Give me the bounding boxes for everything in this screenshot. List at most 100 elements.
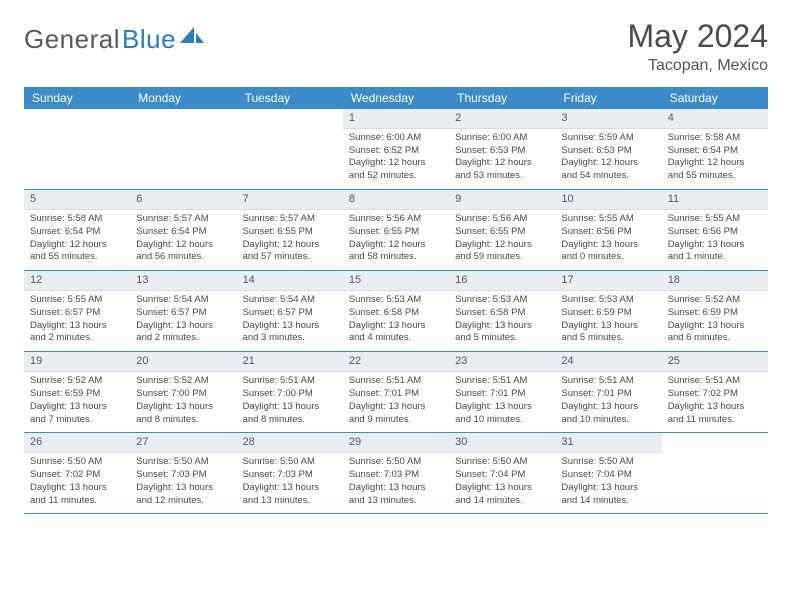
day-body: Sunrise: 5:51 AMSunset: 7:02 PMDaylight:… [662, 372, 768, 432]
sunrise-line: Sunrise: 5:55 AM [561, 213, 655, 226]
calendar-cell: 19Sunrise: 5:52 AMSunset: 6:59 PMDayligh… [24, 352, 130, 433]
daylight-line: Daylight: 13 hours and 10 minutes. [455, 401, 549, 427]
daylight-line: Daylight: 13 hours and 8 minutes. [136, 401, 230, 427]
weekday-header: Thursday [449, 87, 555, 109]
sunrise-line: Sunrise: 6:00 AM [455, 132, 549, 145]
sunset-line: Sunset: 6:54 PM [668, 145, 762, 158]
day-body: Sunrise: 5:50 AMSunset: 7:04 PMDaylight:… [449, 453, 555, 513]
daylight-line: Daylight: 12 hours and 52 minutes. [349, 157, 443, 183]
day-body: Sunrise: 5:55 AMSunset: 6:56 PMDaylight:… [555, 210, 661, 270]
sunset-line: Sunset: 6:55 PM [455, 226, 549, 239]
sunrise-line: Sunrise: 6:00 AM [349, 132, 443, 145]
day-number: 6 [130, 190, 236, 210]
sunrise-line: Sunrise: 5:55 AM [30, 294, 124, 307]
day-number: 14 [237, 271, 343, 291]
calendar-cell: 5Sunrise: 5:58 AMSunset: 6:54 PMDaylight… [24, 190, 130, 271]
day-body: Sunrise: 5:57 AMSunset: 6:54 PMDaylight:… [130, 210, 236, 270]
calendar-cell: 22Sunrise: 5:51 AMSunset: 7:01 PMDayligh… [343, 352, 449, 433]
sunset-line: Sunset: 6:54 PM [30, 226, 124, 239]
calendar-cell: 20Sunrise: 5:52 AMSunset: 7:00 PMDayligh… [130, 352, 236, 433]
sunrise-line: Sunrise: 5:51 AM [455, 375, 549, 388]
day-body: Sunrise: 5:52 AMSunset: 6:59 PMDaylight:… [24, 372, 130, 432]
sunset-line: Sunset: 7:03 PM [136, 469, 230, 482]
daylight-line: Daylight: 13 hours and 14 minutes. [561, 482, 655, 508]
calendar-cell: 30Sunrise: 5:50 AMSunset: 7:04 PMDayligh… [449, 433, 555, 514]
day-number: 19 [24, 352, 130, 372]
daylight-line: Daylight: 13 hours and 8 minutes. [243, 401, 337, 427]
sunrise-line: Sunrise: 5:50 AM [455, 456, 549, 469]
sunrise-line: Sunrise: 5:58 AM [30, 213, 124, 226]
calendar-cell: 11Sunrise: 5:55 AMSunset: 6:56 PMDayligh… [662, 190, 768, 271]
day-number: 7 [237, 190, 343, 210]
sunset-line: Sunset: 6:54 PM [136, 226, 230, 239]
sunset-line: Sunset: 7:04 PM [455, 469, 549, 482]
calendar-cell [662, 433, 768, 514]
daylight-line: Daylight: 13 hours and 0 minutes. [561, 239, 655, 265]
title-block: May 2024 Tacopan, Mexico [627, 18, 768, 75]
day-number: 22 [343, 352, 449, 372]
daylight-line: Daylight: 13 hours and 7 minutes. [30, 401, 124, 427]
day-number: 10 [555, 190, 661, 210]
weekday-header: Sunday [24, 87, 130, 109]
daylight-line: Daylight: 13 hours and 13 minutes. [243, 482, 337, 508]
daylight-line: Daylight: 12 hours and 59 minutes. [455, 239, 549, 265]
day-body: Sunrise: 5:51 AMSunset: 7:01 PMDaylight:… [555, 372, 661, 432]
day-body: Sunrise: 6:00 AMSunset: 6:53 PMDaylight:… [449, 129, 555, 189]
calendar-week-row: 19Sunrise: 5:52 AMSunset: 6:59 PMDayligh… [24, 352, 768, 433]
sunrise-line: Sunrise: 5:52 AM [30, 375, 124, 388]
calendar-cell: 6Sunrise: 5:57 AMSunset: 6:54 PMDaylight… [130, 190, 236, 271]
sunrise-line: Sunrise: 5:52 AM [136, 375, 230, 388]
day-body: Sunrise: 5:55 AMSunset: 6:57 PMDaylight:… [24, 291, 130, 351]
day-body: Sunrise: 6:00 AMSunset: 6:52 PMDaylight:… [343, 129, 449, 189]
sunset-line: Sunset: 6:55 PM [243, 226, 337, 239]
daylight-line: Daylight: 13 hours and 9 minutes. [349, 401, 443, 427]
sunrise-line: Sunrise: 5:54 AM [136, 294, 230, 307]
sunset-line: Sunset: 6:56 PM [561, 226, 655, 239]
day-body: Sunrise: 5:50 AMSunset: 7:03 PMDaylight:… [237, 453, 343, 513]
weekday-header: Tuesday [237, 87, 343, 109]
sunset-line: Sunset: 6:57 PM [243, 307, 337, 320]
calendar-cell: 2Sunrise: 6:00 AMSunset: 6:53 PMDaylight… [449, 109, 555, 190]
day-number: 17 [555, 271, 661, 291]
calendar-cell: 9Sunrise: 5:56 AMSunset: 6:55 PMDaylight… [449, 190, 555, 271]
daylight-line: Daylight: 12 hours and 55 minutes. [30, 239, 124, 265]
day-number: 4 [662, 109, 768, 129]
calendar-cell: 26Sunrise: 5:50 AMSunset: 7:02 PMDayligh… [24, 433, 130, 514]
day-number: 28 [237, 433, 343, 453]
header: GeneralBlue May 2024 Tacopan, Mexico [24, 18, 768, 75]
day-number: 2 [449, 109, 555, 129]
daylight-line: Daylight: 13 hours and 1 minute. [668, 239, 762, 265]
sunrise-line: Sunrise: 5:50 AM [30, 456, 124, 469]
day-number: 16 [449, 271, 555, 291]
sunrise-line: Sunrise: 5:57 AM [136, 213, 230, 226]
sunrise-line: Sunrise: 5:53 AM [455, 294, 549, 307]
day-body: Sunrise: 5:58 AMSunset: 6:54 PMDaylight:… [24, 210, 130, 270]
day-number: 13 [130, 271, 236, 291]
day-body: Sunrise: 5:59 AMSunset: 6:53 PMDaylight:… [555, 129, 661, 189]
sunrise-line: Sunrise: 5:50 AM [561, 456, 655, 469]
day-body: Sunrise: 5:51 AMSunset: 7:00 PMDaylight:… [237, 372, 343, 432]
day-body: Sunrise: 5:52 AMSunset: 7:00 PMDaylight:… [130, 372, 236, 432]
sunset-line: Sunset: 6:59 PM [561, 307, 655, 320]
weekday-header: Saturday [662, 87, 768, 109]
day-number: 15 [343, 271, 449, 291]
sunset-line: Sunset: 6:58 PM [349, 307, 443, 320]
daylight-line: Daylight: 13 hours and 11 minutes. [30, 482, 124, 508]
calendar-week-row: 5Sunrise: 5:58 AMSunset: 6:54 PMDaylight… [24, 190, 768, 271]
calendar-cell: 31Sunrise: 5:50 AMSunset: 7:04 PMDayligh… [555, 433, 661, 514]
daylight-line: Daylight: 13 hours and 5 minutes. [561, 320, 655, 346]
daylight-line: Daylight: 13 hours and 12 minutes. [136, 482, 230, 508]
sunrise-line: Sunrise: 5:59 AM [561, 132, 655, 145]
daylight-line: Daylight: 12 hours and 55 minutes. [668, 157, 762, 183]
calendar-cell: 16Sunrise: 5:53 AMSunset: 6:58 PMDayligh… [449, 271, 555, 352]
calendar-cell: 17Sunrise: 5:53 AMSunset: 6:59 PMDayligh… [555, 271, 661, 352]
day-body: Sunrise: 5:53 AMSunset: 6:59 PMDaylight:… [555, 291, 661, 351]
sunset-line: Sunset: 6:53 PM [561, 145, 655, 158]
sunset-line: Sunset: 6:58 PM [455, 307, 549, 320]
daylight-line: Daylight: 12 hours and 57 minutes. [243, 239, 337, 265]
sunrise-line: Sunrise: 5:50 AM [349, 456, 443, 469]
day-number: 26 [24, 433, 130, 453]
day-body: Sunrise: 5:50 AMSunset: 7:03 PMDaylight:… [130, 453, 236, 513]
calendar-cell: 8Sunrise: 5:56 AMSunset: 6:55 PMDaylight… [343, 190, 449, 271]
day-body: Sunrise: 5:58 AMSunset: 6:54 PMDaylight:… [662, 129, 768, 189]
